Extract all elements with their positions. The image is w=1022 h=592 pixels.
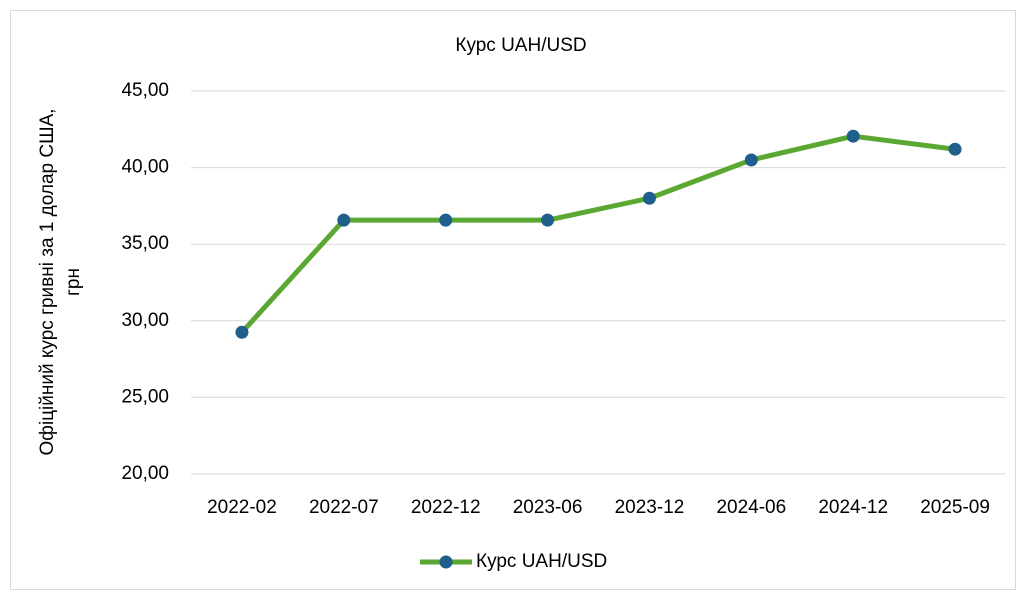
data-point — [642, 191, 656, 205]
x-tick-label: 2025-09 — [920, 497, 990, 518]
data-point — [948, 142, 962, 156]
data-line — [240, 133, 956, 334]
data-point — [541, 213, 555, 227]
x-tick-label: 2023-06 — [513, 497, 583, 518]
x-tick-label: 2024-12 — [818, 497, 888, 518]
data-point — [744, 153, 758, 167]
legend-label: Курс UAH/USD — [476, 551, 607, 572]
x-tick-label: 2022-02 — [207, 497, 277, 518]
x-tick-label: 2022-07 — [309, 497, 379, 518]
y-axis-label: Офіційний курс гривні за 1 долар США, — [37, 109, 58, 456]
legend-marker — [439, 555, 453, 569]
x-tick-label: 2024-06 — [716, 497, 786, 518]
y-tick-label: 40,00 — [121, 157, 169, 178]
chart-title: Курс UAH/USD — [455, 35, 586, 56]
y-tick-label: 30,00 — [121, 310, 169, 331]
data-point — [235, 325, 249, 339]
x-tick-label: 2022-12 — [411, 497, 481, 518]
data-point — [846, 129, 860, 143]
y-tick-label: 20,00 — [121, 463, 169, 484]
y-tick-label: 45,00 — [121, 80, 169, 101]
chart-border — [10, 10, 1016, 590]
data-point — [337, 213, 351, 227]
y-axis-label: грн — [63, 268, 84, 296]
x-tick-label: 2023-12 — [615, 497, 685, 518]
y-tick-label: 35,00 — [121, 233, 169, 254]
y-tick-label: 25,00 — [121, 386, 169, 407]
data-point — [439, 213, 453, 227]
